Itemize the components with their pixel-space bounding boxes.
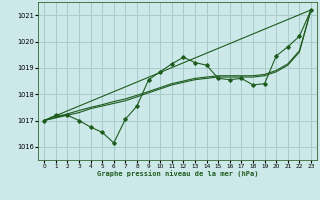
X-axis label: Graphe pression niveau de la mer (hPa): Graphe pression niveau de la mer (hPa) [97, 171, 258, 177]
